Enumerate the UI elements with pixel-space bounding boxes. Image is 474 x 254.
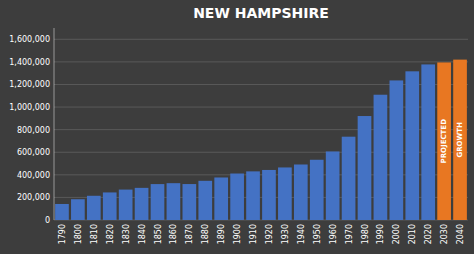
- bar: [262, 170, 276, 220]
- x-tick-label: 2010: [408, 224, 417, 244]
- chart: NEW HAMPSHIRE 0 200,000 400,000 600,000 800,0…: [0, 0, 474, 254]
- bar: [167, 183, 181, 220]
- bar: [71, 199, 85, 220]
- bar: [437, 62, 451, 220]
- x-tick-label: 1950: [313, 224, 322, 244]
- x-tick-label: 1880: [201, 224, 210, 244]
- bar: [151, 184, 165, 220]
- x-tick-label: 1840: [138, 224, 147, 244]
- bars: [55, 60, 467, 220]
- x-tick-label: 1820: [106, 224, 115, 244]
- x-tick-label: 1850: [154, 224, 163, 244]
- bar: [246, 171, 260, 220]
- y-tick-label: 800,000: [17, 126, 50, 135]
- x-tick-label: 1920: [265, 224, 274, 244]
- x-tick-label: 1980: [361, 224, 370, 244]
- y-tick-label: 600,000: [17, 148, 50, 157]
- grid-line: [54, 39, 468, 40]
- y-tick-label: 400,000: [17, 171, 50, 180]
- bar: [326, 151, 340, 220]
- x-tick-label: 2000: [392, 224, 401, 244]
- x-tick-label: 2020: [424, 224, 433, 244]
- bar: [374, 95, 388, 220]
- bar: [119, 190, 133, 220]
- y-tick-label: 1,600,000: [9, 35, 50, 44]
- grid-line: [54, 61, 468, 62]
- annotation: GROWTH: [456, 122, 464, 158]
- y-tick-label: 1,000,000: [9, 103, 50, 112]
- bar: [405, 71, 419, 220]
- bar: [198, 181, 212, 220]
- x-tick-label: 1970: [345, 224, 354, 244]
- y-tick-label: 200,000: [17, 193, 50, 202]
- bar: [214, 177, 228, 220]
- background: [0, 0, 474, 254]
- x-tick-label: 2040: [456, 224, 465, 244]
- x-tick-label: 2030: [440, 224, 449, 244]
- x-tick-label: 1900: [233, 224, 242, 244]
- bar: [310, 160, 324, 220]
- bar: [55, 204, 69, 220]
- x-tick-label: 1940: [297, 224, 306, 244]
- x-tick-label: 1800: [74, 224, 83, 244]
- bar: [358, 116, 372, 220]
- x-tick-label: 1910: [249, 224, 258, 244]
- bar: [182, 184, 196, 220]
- bar: [342, 137, 356, 220]
- bar: [421, 64, 435, 220]
- bar: [103, 192, 117, 220]
- x-tick-label: 1930: [281, 224, 290, 244]
- y-tick-label: 1,400,000: [9, 58, 50, 67]
- bar: [278, 167, 292, 220]
- y-tick-label: 0: [45, 216, 50, 225]
- annotation: PROJECTED: [440, 119, 448, 164]
- bar: [230, 174, 244, 220]
- x-tick-label: 1890: [217, 224, 226, 244]
- title: NEW HAMPSHIRE: [193, 5, 329, 21]
- bar: [453, 60, 467, 220]
- y-axis-line: [54, 28, 55, 220]
- x-tick-label: 1990: [376, 224, 385, 244]
- bar: [389, 80, 403, 220]
- x-tick-label: 1790: [58, 224, 67, 244]
- bar: [135, 188, 149, 220]
- bar: [87, 196, 101, 220]
- x-tick-label: 1830: [122, 224, 131, 244]
- x-tick-label: 1960: [329, 224, 338, 244]
- x-tick-label: 1870: [185, 224, 194, 244]
- x-tick-label: 1860: [169, 224, 178, 244]
- bar: [294, 164, 308, 220]
- x-tick-label: 1810: [90, 224, 99, 244]
- y-tick-label: 1,200,000: [9, 80, 50, 89]
